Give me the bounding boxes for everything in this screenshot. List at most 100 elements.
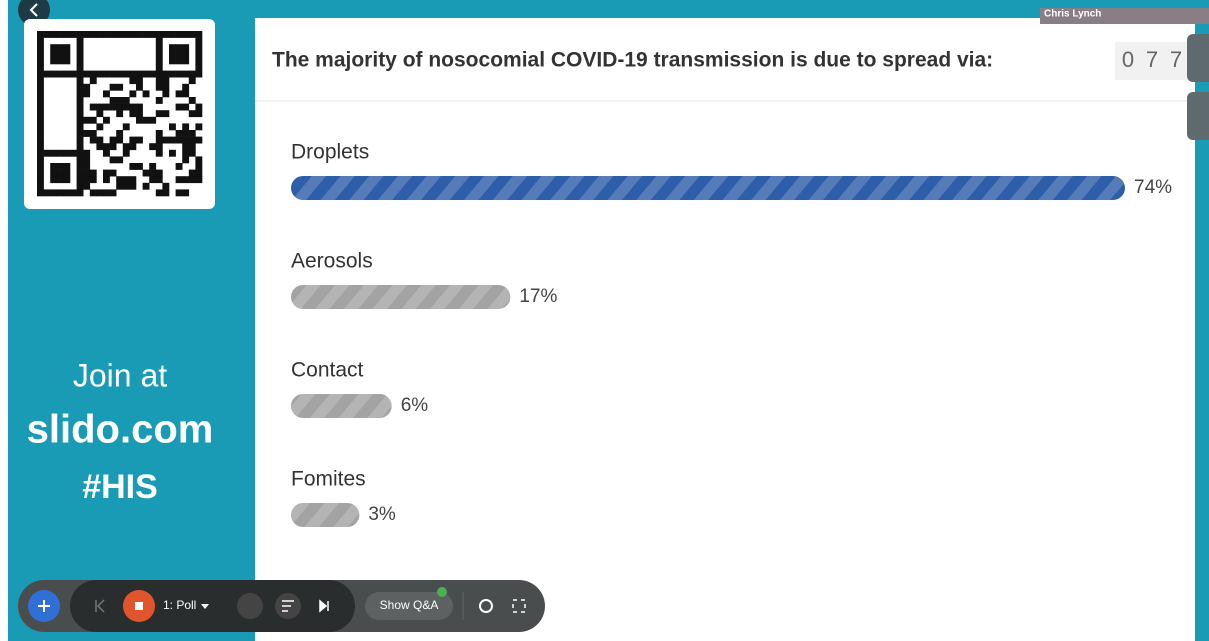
qr-module <box>37 57 44 64</box>
poll-selector[interactable]: 1: Poll <box>163 598 196 612</box>
qr-module <box>123 104 130 111</box>
qr-module <box>83 31 90 38</box>
qr-module <box>143 170 150 177</box>
qr-module <box>182 189 189 196</box>
qr-module <box>44 71 51 78</box>
qr-module <box>37 163 44 170</box>
qr-module <box>83 176 90 183</box>
qr-module <box>77 176 84 183</box>
qr-module <box>116 84 123 91</box>
qr-module <box>129 176 136 183</box>
qr-module <box>195 51 202 58</box>
qr-module <box>195 64 202 71</box>
qr-module <box>129 104 136 111</box>
qr-module <box>123 183 130 190</box>
qr-module <box>176 90 183 97</box>
qr-module <box>116 104 123 111</box>
qr-module <box>189 176 196 183</box>
qr-module <box>156 44 163 51</box>
qr-module <box>37 97 44 104</box>
qr-module <box>156 110 163 117</box>
qr-module <box>176 51 183 58</box>
qr-module <box>37 176 44 183</box>
qr-module <box>169 57 176 64</box>
qr-module <box>103 150 110 157</box>
option-value: 6% <box>401 395 429 416</box>
bar-stripes <box>291 394 392 418</box>
qr-module <box>156 150 163 157</box>
qr-module <box>77 117 84 124</box>
qr-module <box>123 150 130 157</box>
qr-module <box>156 57 163 64</box>
qr-module <box>143 31 150 38</box>
qr-module <box>195 163 202 170</box>
qr-module <box>169 51 176 58</box>
qr-module <box>136 117 143 124</box>
option-label: Contact <box>291 359 364 382</box>
qr-module <box>169 123 176 130</box>
counter-digit: 7 <box>1170 47 1182 72</box>
qr-module <box>90 77 97 84</box>
qr-module <box>77 84 84 91</box>
qr-module <box>37 110 44 117</box>
side-button[interactable] <box>1187 92 1209 140</box>
qr-module <box>136 77 143 84</box>
qr-module <box>195 110 202 117</box>
qr-module <box>96 31 103 38</box>
qr-module <box>156 176 163 183</box>
qr-module <box>162 137 169 144</box>
qr-module <box>143 71 150 78</box>
qr-module <box>149 31 156 38</box>
qr-module <box>169 71 176 78</box>
option-label: Aerosols <box>291 250 373 273</box>
qr-module <box>50 170 57 177</box>
qr-module <box>156 71 163 78</box>
qr-module <box>57 51 64 58</box>
qr-module <box>83 90 90 97</box>
qr-module <box>189 143 196 150</box>
side-button[interactable] <box>1187 34 1209 82</box>
qr-module <box>156 77 163 84</box>
qr-module <box>136 163 143 170</box>
qr-module <box>37 123 44 130</box>
qr-module <box>110 97 117 104</box>
qr-module <box>129 77 136 84</box>
qr-module <box>110 156 117 163</box>
join-site: slido.com <box>27 408 214 452</box>
qr-module <box>182 90 189 97</box>
qa-button-label[interactable]: Show Q&A <box>380 598 439 612</box>
qr-module <box>77 183 84 190</box>
qr-module <box>77 123 84 130</box>
qr-module <box>37 137 44 144</box>
qr-module <box>63 170 70 177</box>
qr-module <box>143 117 150 124</box>
qr-module <box>110 71 117 78</box>
qr-module <box>129 137 136 144</box>
option-label: Fomites <box>291 468 366 491</box>
qr-module <box>123 143 130 150</box>
join-code: #HIS <box>82 468 158 506</box>
qr-module <box>162 77 169 84</box>
qr-module <box>96 137 103 144</box>
qr-module <box>77 44 84 51</box>
poll-question: The majority of nosocomial COVID-19 tran… <box>272 49 993 72</box>
qr-module <box>156 84 163 91</box>
qr-module <box>123 97 130 104</box>
qr-module <box>123 31 130 38</box>
qr-module <box>77 163 84 170</box>
lock-button[interactable] <box>237 593 263 619</box>
qr-module <box>63 163 70 170</box>
qr-module <box>63 71 70 78</box>
qr-module <box>37 170 44 177</box>
qr-module <box>195 104 202 111</box>
qr-module <box>70 189 77 196</box>
qr-module <box>77 189 84 196</box>
qr-module <box>77 57 84 64</box>
qr-module <box>103 189 110 196</box>
qr-module <box>103 71 110 78</box>
qr-module <box>50 51 57 58</box>
qr-module <box>110 31 117 38</box>
qr-module <box>156 130 163 137</box>
qr-module <box>129 31 136 38</box>
qr-module <box>156 97 163 104</box>
